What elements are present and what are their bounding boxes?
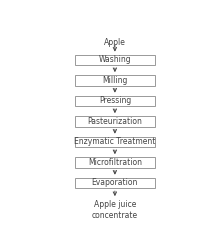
Bar [75, 178, 155, 188]
Text: Apple juice
concentrate: Apple juice concentrate [92, 200, 138, 220]
Text: Pressing: Pressing [99, 97, 131, 105]
Text: Microfiltration: Microfiltration [88, 158, 142, 167]
Text: Washing: Washing [99, 55, 131, 65]
Text: Pasteurization: Pasteurization [87, 117, 142, 126]
Text: Enzymatic Treatment: Enzymatic Treatment [74, 137, 156, 146]
Text: Milling: Milling [102, 76, 128, 85]
Bar [75, 75, 155, 86]
Text: Apple: Apple [104, 38, 126, 47]
Bar [75, 55, 155, 65]
Text: Evaporation: Evaporation [92, 178, 138, 187]
Bar [75, 137, 155, 147]
Bar [75, 157, 155, 168]
Bar [75, 116, 155, 127]
Bar [75, 96, 155, 106]
